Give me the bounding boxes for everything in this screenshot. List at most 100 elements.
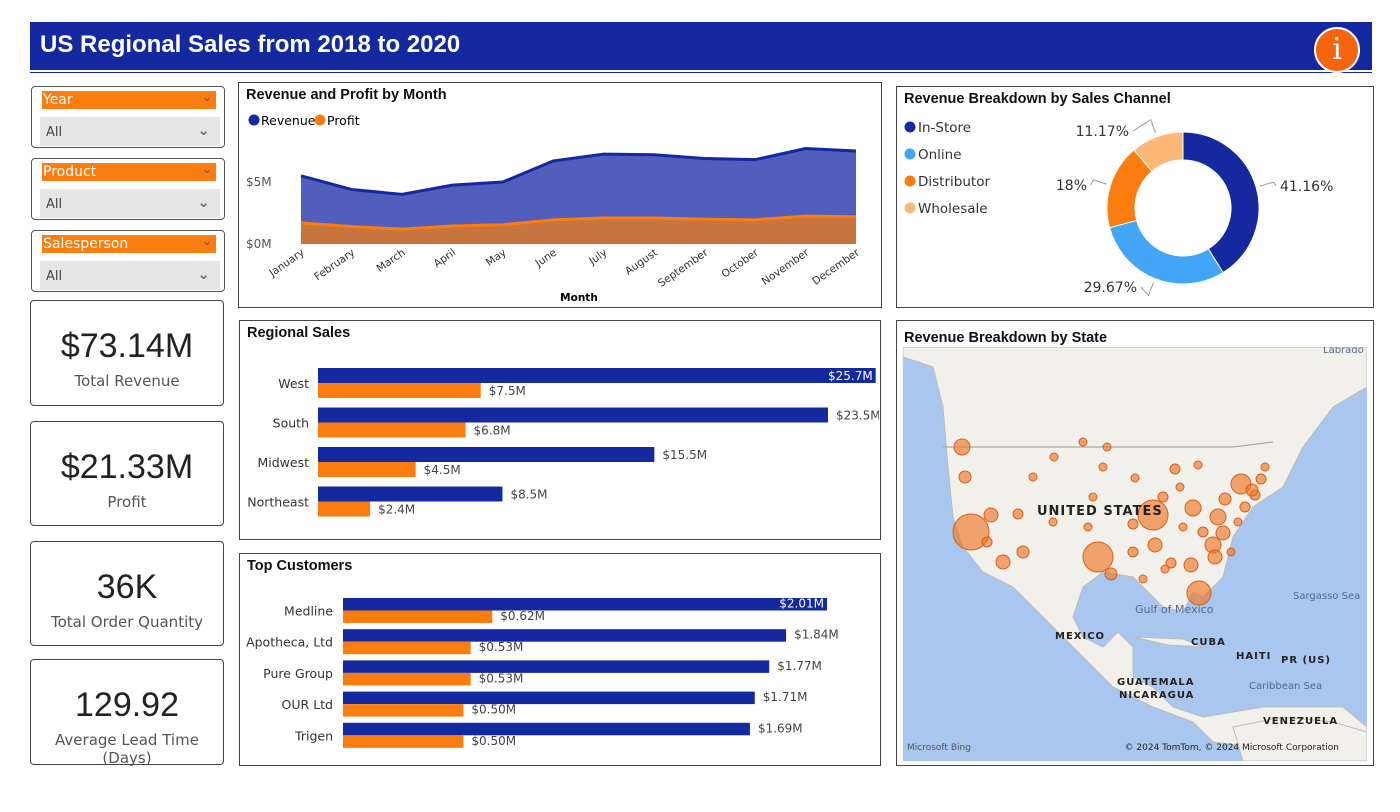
state-bubble	[1233, 517, 1243, 527]
map-canvas[interactable]: UNITED STATES Gulf of Mexico MEXICO CUBA HAI…	[903, 347, 1367, 761]
data-label: 11.17%	[1076, 124, 1129, 140]
bar-profit	[318, 422, 466, 438]
bar-profit	[318, 501, 371, 517]
legend-label: Revenue	[261, 113, 316, 128]
kpi-card: $73.14M Total Revenue	[30, 300, 224, 406]
category-label: OUR Ltd	[282, 697, 333, 712]
map-label: Sargasso Sea	[1293, 591, 1360, 602]
state-bubble	[1078, 437, 1088, 447]
x-tick-label: October	[719, 246, 761, 280]
regional-sales-panel: Regional Sales West $25.7M $7.5M South $23.5…	[239, 320, 881, 540]
map-label: GUATEMALA	[1117, 677, 1194, 688]
state-bubble	[1102, 442, 1112, 452]
filter-value: All	[46, 125, 63, 140]
bing-logo: Microsoft Bing	[907, 743, 971, 753]
legend-marker	[904, 175, 916, 187]
map-label: CUBA	[1191, 637, 1226, 648]
chevron-down-icon[interactable]: ⌄	[197, 121, 210, 139]
state-bubble	[1255, 473, 1267, 485]
customers-bar-chart: Medline $2.01M $0.62M Apotheca, Ltd $1.84M $0…	[246, 597, 839, 748]
line-profit	[300, 214, 857, 231]
data-label: $0.62M	[500, 609, 545, 623]
filter-header[interactable]: Year ⌄	[42, 90, 216, 109]
state-bubble	[1137, 499, 1169, 531]
kpi-value: $21.33M	[60, 448, 194, 486]
state-bubble	[1169, 463, 1181, 475]
category-label: Apotheca, Ltd	[246, 635, 333, 650]
chevron-down-icon[interactable]: ⌄	[197, 265, 210, 283]
page-title: US Regional Sales from 2018 to 2020	[40, 31, 461, 58]
donut-slice	[1133, 131, 1184, 173]
regional-bar-chart: West $25.7M $7.5M South $23.5M $6.8M Midwest $1…	[247, 368, 879, 517]
info-icon[interactable]: i	[1314, 27, 1360, 73]
legend-marker	[314, 114, 326, 126]
data-label: $0.53M	[479, 640, 524, 654]
state-bubble	[1245, 483, 1259, 497]
chart-title: Revenue Breakdown by Sales Channel	[904, 91, 1171, 107]
filter-value: All	[46, 269, 63, 284]
data-label: $7.5M	[489, 384, 526, 398]
data-label: $1.71M	[763, 690, 808, 704]
data-label: $4.5M	[424, 463, 461, 477]
bar-revenue	[318, 407, 828, 423]
chevron-down-icon[interactable]: ⌄	[197, 193, 210, 211]
filter-dropdown[interactable]: All ⌄	[40, 117, 220, 146]
legend-label: Profit	[327, 113, 360, 128]
kpi-label: Average Lead Time (Days)	[55, 731, 199, 767]
data-label: $6.8M	[474, 424, 511, 438]
state-bubble	[1184, 499, 1202, 517]
x-tick-label: November	[760, 246, 812, 288]
state-bubble	[1157, 491, 1169, 503]
state-map[interactable]: UNITED STATES Gulf of Mexico MEXICO CUBA HAI…	[903, 347, 1367, 761]
data-label: $8.5M	[510, 488, 547, 502]
chart-title: Revenue Breakdown by State	[904, 330, 1108, 346]
filter-salesperson: Salesperson ⌄ All ⌄	[31, 230, 225, 292]
filter-product: Product ⌄ All ⌄	[31, 158, 225, 220]
chevron-down-icon[interactable]: ⌄	[201, 162, 212, 176]
legend-marker	[904, 148, 916, 160]
filter-header[interactable]: Product ⌄	[42, 162, 216, 181]
area-chart: Revenue Profit $0M $5M January February March A…	[246, 113, 862, 304]
state-bubble	[1130, 473, 1140, 483]
leader-line	[1259, 181, 1277, 187]
leader-line	[1132, 118, 1156, 134]
data-label: $1.69M	[758, 721, 803, 735]
kpi-card: 129.92 Average Lead Time (Days)	[30, 659, 224, 767]
kpi-label: Total Revenue	[74, 372, 180, 390]
us-border	[943, 441, 1274, 448]
bar-profit	[343, 641, 471, 655]
map-label: Labrado	[1323, 347, 1364, 356]
chart-title: Revenue and Profit by Month	[246, 87, 447, 103]
state-bubble	[1186, 580, 1212, 606]
sales-channel-panel: Revenue Breakdown by Sales Channel In-St…	[896, 86, 1374, 308]
map-label: PR (US)	[1281, 655, 1331, 666]
state-bubble	[1082, 541, 1114, 573]
state-bubble	[1193, 460, 1203, 470]
legend-marker	[248, 114, 260, 126]
filter-header[interactable]: Salesperson ⌄	[42, 234, 216, 253]
filter-value: All	[46, 197, 63, 212]
chevron-down-icon[interactable]: ⌄	[201, 90, 212, 104]
category-label: West	[278, 376, 309, 391]
data-label: $25.7M	[828, 369, 873, 383]
filter-dropdown[interactable]: All ⌄	[40, 261, 220, 290]
x-tick-label: August	[623, 247, 660, 278]
x-tick-label: July	[586, 247, 609, 268]
chevron-down-icon[interactable]: ⌄	[201, 234, 212, 248]
state-bubble	[1127, 518, 1139, 530]
data-label: $2.01M	[779, 597, 824, 611]
x-tick-label: December	[810, 246, 862, 287]
state-bubble	[1104, 567, 1118, 581]
state-bubble	[1127, 546, 1139, 558]
state-bubble	[1260, 462, 1270, 472]
state-bubble	[1197, 526, 1209, 538]
data-label: $1.77M	[777, 659, 822, 673]
kpi-label: Profit	[107, 493, 147, 511]
kpi-card: $21.33M Profit	[30, 421, 224, 526]
chart-title: Regional Sales	[247, 325, 351, 341]
donut-slice	[1108, 219, 1224, 285]
state-bubble	[1183, 557, 1199, 573]
filter-dropdown[interactable]: All ⌄	[40, 189, 220, 218]
filter-label: Year	[43, 92, 73, 108]
map-label: UNITED STATES	[1037, 504, 1163, 519]
